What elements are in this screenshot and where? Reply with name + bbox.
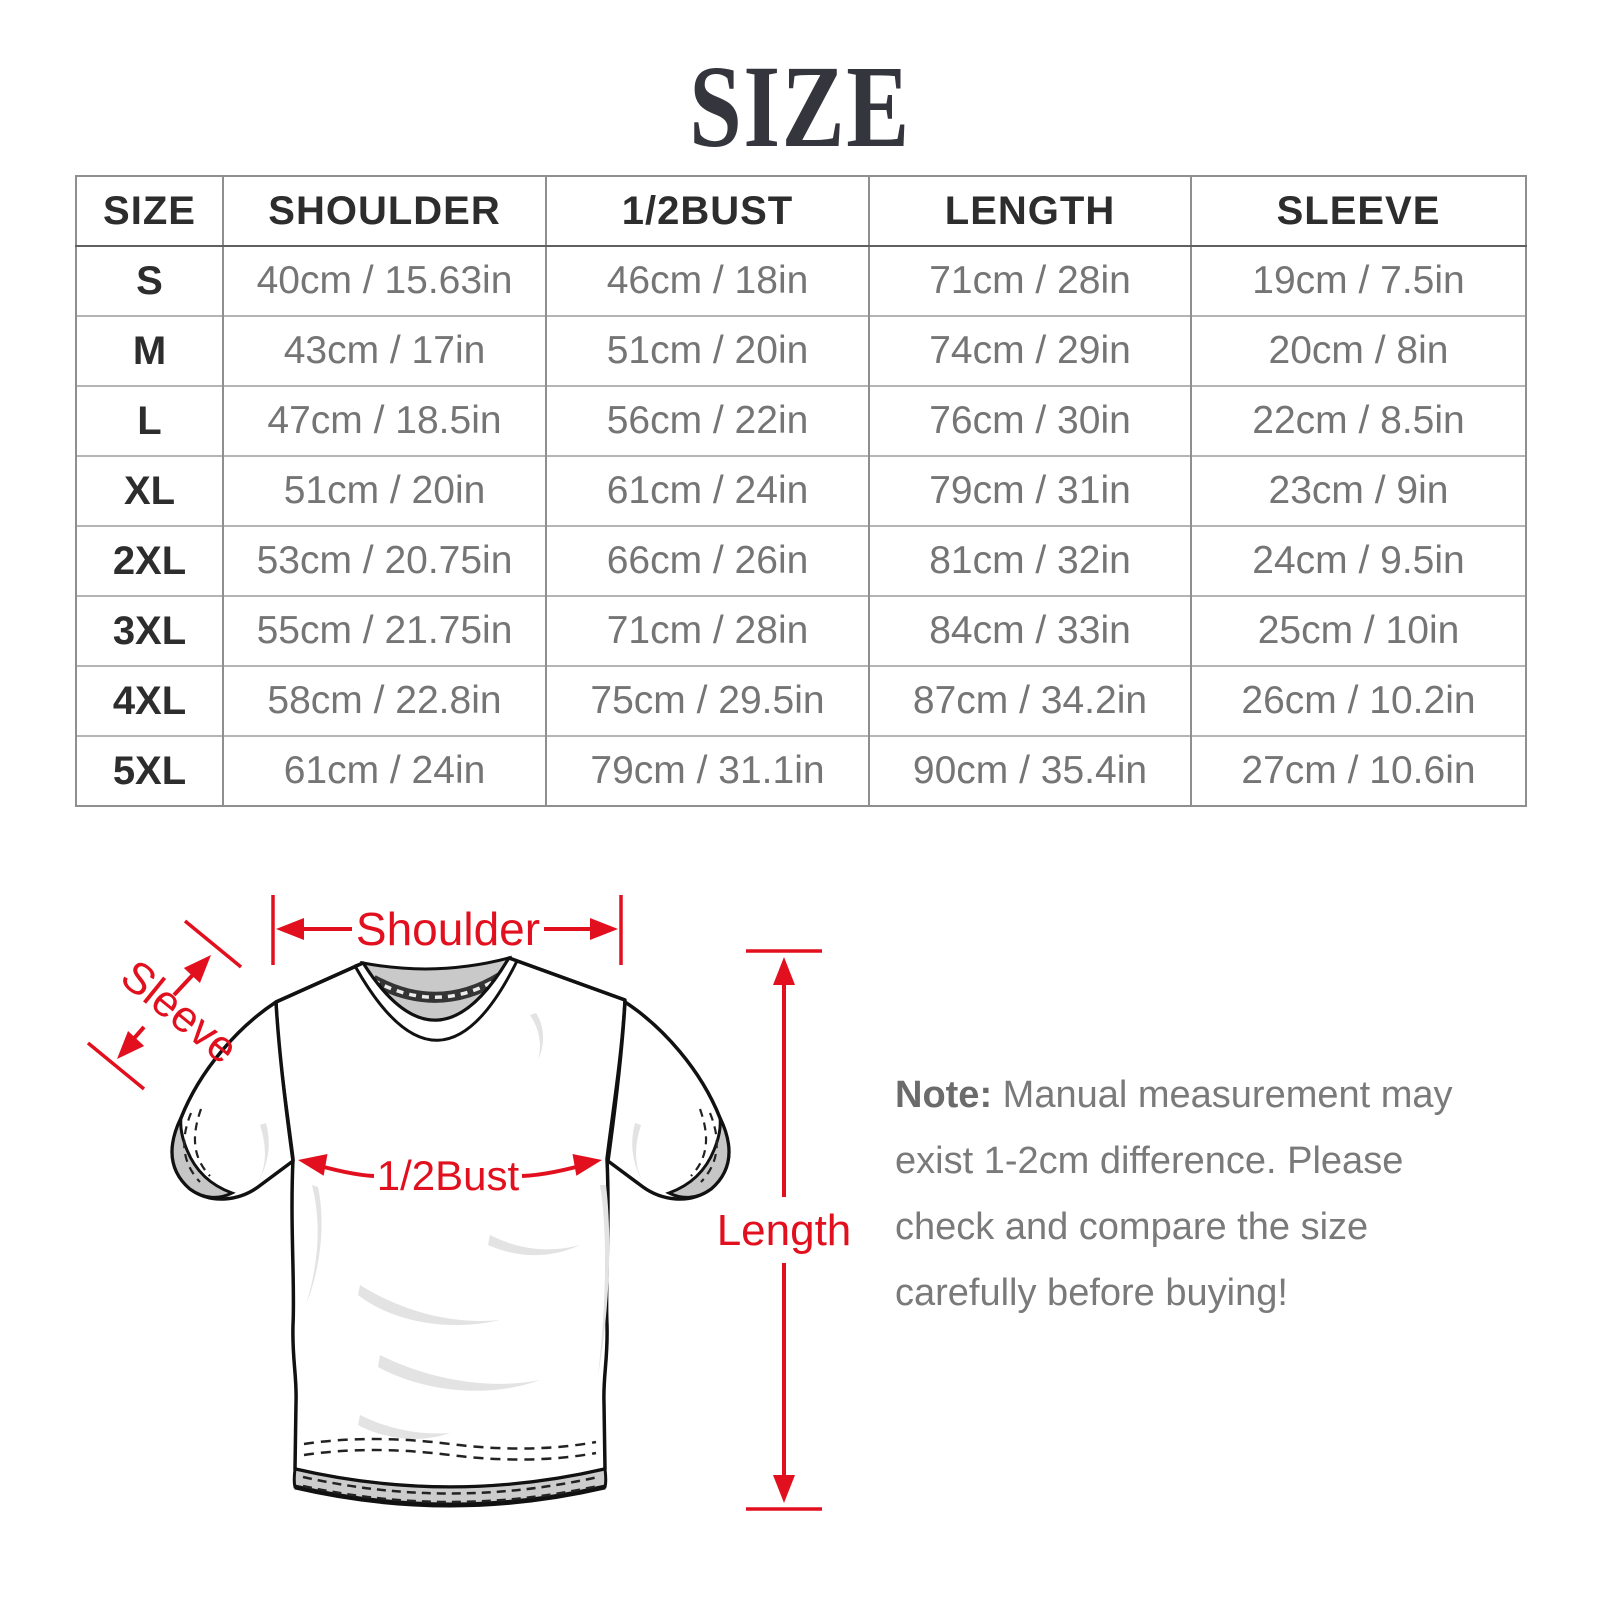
tshirt-body [274,956,627,1508]
size-cell: L [75,385,224,456]
value-cell: 79cm / 31.1in [545,735,870,806]
table-row: 5XL 61cm / 24in 79cm / 31.1in 90cm / 35.4in… [75,735,1527,806]
value-cell: 47cm / 18.5in [222,385,547,456]
size-table-body: S 40cm / 15.63in 46cm / 18in 71cm / 28in 19c… [75,245,1527,806]
size-diagram: Shoulder Sleeve [60,855,900,1585]
sleeve-annotation: Sleeve [86,919,247,1091]
size-table: SIZE SHOULDER 1/2BUST LENGTH SLEEVE S 40c… [75,175,1527,807]
table-row: M 43cm / 17in 51cm / 20in 74cm / 29in 20cm /… [75,315,1527,386]
note-line: exist 1-2cm difference. Please [895,1140,1404,1182]
half-bust-label: 1/2Bust [377,1152,520,1199]
value-cell: 90cm / 35.4in [868,735,1192,806]
note-line: check and compare the size [895,1206,1369,1248]
size-cell: 2XL [75,525,224,596]
tshirt-sleeve-left [170,1000,295,1201]
size-cell: M [75,315,224,386]
column-header-shoulder: SHOULDER [222,176,547,247]
shoulder-annotation: Shoulder [271,895,623,965]
note-text: Note: Manual measurement may exist 1-2cm… [895,1062,1495,1326]
value-cell: 27cm / 10.6in [1190,735,1527,806]
column-header-halfbust: 1/2BUST [545,176,870,247]
value-cell: 61cm / 24in [545,455,870,526]
size-cell: 4XL [75,665,224,736]
note-line: carefully before buying! [895,1272,1288,1314]
value-cell: 87cm / 34.2in [868,665,1192,736]
size-cell: XL [75,455,224,526]
value-cell: 22cm / 8.5in [1190,385,1527,456]
tshirt-illustration: Shoulder Sleeve [86,895,852,1511]
value-cell: 84cm / 33in [868,595,1192,666]
value-cell: 40cm / 15.63in [222,245,547,316]
table-row: 3XL 55cm / 21.75in 71cm / 28in 84cm / 33in 2… [75,595,1527,666]
value-cell: 43cm / 17in [222,315,547,386]
shoulder-label: Shoulder [356,903,540,955]
value-cell: 71cm / 28in [868,245,1192,316]
length-label: Length [717,1206,852,1255]
half-bust-annotation: 1/2Bust [296,1149,604,1199]
table-row: 2XL 53cm / 20.75in 66cm / 26in 81cm / 32in 2… [75,525,1527,596]
value-cell: 53cm / 20.75in [222,525,547,596]
value-cell: 25cm / 10in [1190,595,1527,666]
length-annotation: Length [717,949,852,1511]
value-cell: 74cm / 29in [868,315,1192,386]
size-cell: S [75,245,224,316]
value-cell: 23cm / 9in [1190,455,1527,526]
tshirt-sleeve-right [606,1000,731,1201]
value-cell: 81cm / 32in [868,525,1192,596]
value-cell: 20cm / 8in [1190,315,1527,386]
note-line: Note: Manual measurement may [895,1062,1495,1128]
note-label: Note: [895,1074,993,1116]
value-cell: 56cm / 22in [545,385,870,456]
value-cell: 26cm / 10.2in [1190,665,1527,736]
size-cell: 5XL [75,735,224,806]
column-header-size: SIZE [75,176,224,247]
table-row: XL 51cm / 20in 61cm / 24in 79cm / 31in 23cm … [75,455,1527,526]
table-row: S 40cm / 15.63in 46cm / 18in 71cm / 28in 19c… [75,245,1527,316]
value-cell: 76cm / 30in [868,385,1192,456]
value-cell: 46cm / 18in [545,245,870,316]
value-cell: 58cm / 22.8in [222,665,547,736]
value-cell: 71cm / 28in [545,595,870,666]
size-cell: 3XL [75,595,224,666]
column-header-sleeve: SLEEVE [1190,176,1527,247]
value-cell: 19cm / 7.5in [1190,245,1527,316]
page-title: SIZE [689,41,911,172]
value-cell: 51cm / 20in [222,455,547,526]
table-row: L 47cm / 18.5in 56cm / 22in 76cm / 30in 22cm… [75,385,1527,456]
sleeve-label: Sleeve [112,951,247,1074]
table-header-row: SIZE SHOULDER 1/2BUST LENGTH SLEEVE [75,176,1527,247]
value-cell: 51cm / 20in [545,315,870,386]
value-cell: 24cm / 9.5in [1190,525,1527,596]
value-cell: 66cm / 26in [545,525,870,596]
table-row: 4XL 58cm / 22.8in 75cm / 29.5in 87cm / 34.2… [75,665,1527,736]
value-cell: 79cm / 31in [868,455,1192,526]
value-cell: 61cm / 24in [222,735,547,806]
tshirt-collar-front [275,956,626,1042]
note-line-text: Manual measurement may [1002,1074,1453,1116]
column-header-length: LENGTH [868,176,1192,247]
body-wrinkles [306,1013,610,1439]
value-cell: 55cm / 21.75in [222,595,547,666]
value-cell: 75cm / 29.5in [545,665,870,736]
